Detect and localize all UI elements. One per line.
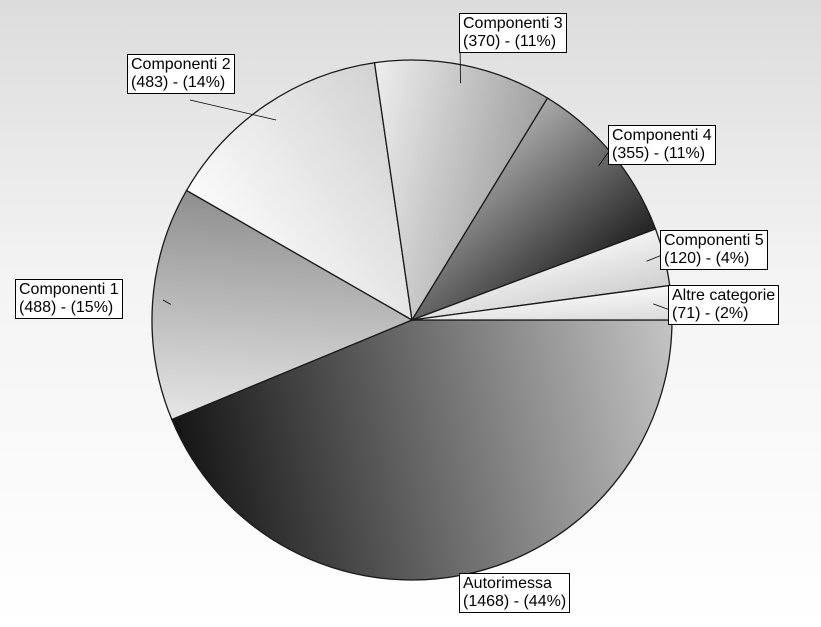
slice-value-componenti-3: (370) - (11%) [463,33,557,50]
slice-name-autorimessa: Autorimessa [463,575,552,592]
leaders-layer [162,37,671,311]
slice-name-componenti-4: Componenti 4 [612,127,712,144]
slices-layer [151,59,673,581]
slice-value-componenti-5: (120) - (4%) [664,250,750,267]
slice-label-altre-categorie: Altre categorie (71) - (2%) [668,285,780,325]
slice-label-autorimessa: Autorimessa (1468) - (44%) [459,573,571,613]
slice-label-componenti-2: Componenti 2 (483) - (14%) [127,54,235,94]
leader-line-componenti-5 [646,254,663,262]
leader-line-componenti-2 [189,99,277,121]
slice-name-componenti-1: Componenti 1 [19,281,119,298]
slice-value-componenti-1: (488) - (15%) [19,299,114,316]
slice-value-autorimessa: (1468) - (44%) [463,593,567,610]
slice-componenti-1 [151,189,414,421]
slice-name-componenti-5: Componenti 5 [664,232,764,249]
slice-label-componenti-3: Componenti 3 (370) - (11%) [459,13,567,53]
slice-label-componenti-4: Componenti 4 (355) - (11%) [608,125,716,165]
leader-line-altre-categorie [653,303,671,311]
slice-label-componenti-5: Componenti 5 (120) - (4%) [660,230,768,270]
slice-name-componenti-3: Componenti 3 [463,15,563,32]
slice-value-componenti-4: (355) - (11%) [612,145,706,162]
slice-value-altre-categorie: (71) - (2%) [672,305,749,322]
slice-componenti-3 [373,59,549,322]
slice-value-componenti-2: (483) - (14%) [131,74,226,91]
slice-name-componenti-2: Componenti 2 [131,56,231,73]
slice-componenti-2 [185,61,413,322]
leader-line-componenti-1 [162,299,171,305]
slice-name-altre-categorie: Altre categorie [672,287,776,304]
slice-label-componenti-1: Componenti 1 (488) - (15%) [15,279,123,319]
